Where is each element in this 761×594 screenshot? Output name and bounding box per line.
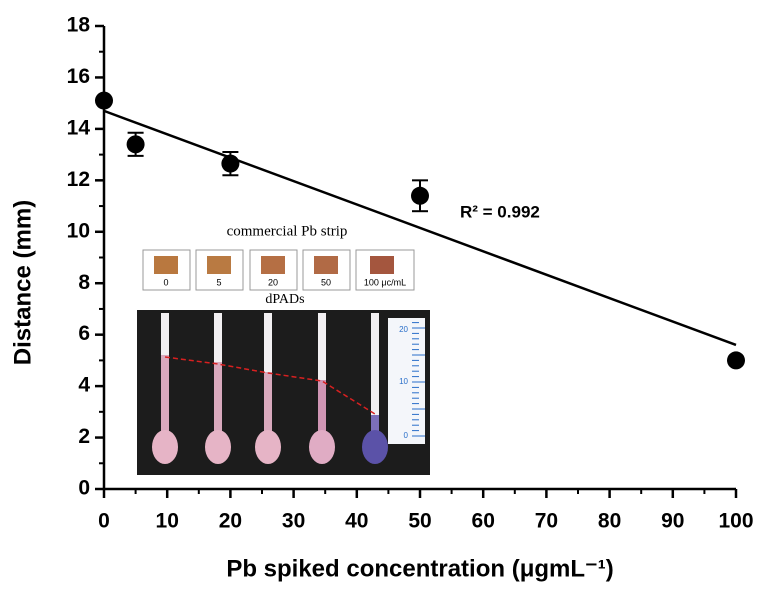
channel-color: [371, 415, 379, 435]
reservoir: [309, 430, 335, 464]
y-tick-label: 0: [78, 477, 90, 500]
strip-pad: [154, 256, 178, 274]
x-tick-label: 40: [345, 510, 368, 533]
channel: [318, 313, 326, 435]
inset-commercial: [142, 249, 415, 291]
inset-subtitle: dPADs: [265, 292, 304, 307]
channel-color: [161, 355, 169, 435]
data-point: [221, 154, 240, 173]
y-tick-label: 18: [67, 14, 91, 37]
x-tick-label: 80: [598, 510, 621, 533]
r-squared: R² = 0.992: [460, 202, 540, 221]
x-tick-label: 60: [472, 510, 495, 533]
channel-color: [214, 362, 222, 435]
y-tick-label: 10: [67, 219, 90, 242]
strip-label: 5: [216, 277, 221, 287]
reservoir: [255, 430, 281, 464]
data-point: [411, 186, 429, 205]
reservoir: [362, 430, 388, 464]
strip-pad: [370, 256, 394, 274]
channel: [371, 313, 379, 435]
inset-title: commercial Pb strip: [227, 223, 348, 239]
channel-color: [318, 380, 326, 435]
fit-line: [103, 109, 737, 347]
channel-color: [264, 372, 272, 435]
strip-label: 20: [268, 277, 278, 287]
inset-photo: [137, 310, 430, 475]
strip-pad: [314, 256, 338, 274]
x-tick-label: 100: [718, 510, 753, 533]
ruler-label: 0: [404, 431, 409, 440]
y-axis-label: Distance (mm): [9, 200, 36, 365]
x-tick-label: 0: [98, 510, 110, 533]
y-tick-label: 12: [67, 168, 90, 191]
ruler-label: 10: [399, 377, 408, 386]
x-tick-label: 90: [661, 510, 684, 533]
y-tick-label: 2: [78, 425, 90, 448]
strip-pad: [207, 256, 231, 274]
strip-pad: [261, 256, 285, 274]
strip-label: 100 μc/mL: [364, 277, 406, 287]
trend-dash: [164, 356, 376, 415]
strip-label: 50: [321, 277, 331, 287]
x-tick-label: 20: [219, 510, 242, 533]
ruler-label: 20: [399, 325, 408, 334]
x-tick-label: 70: [535, 510, 558, 533]
data-point: [727, 351, 745, 370]
x-tick-label: 10: [156, 510, 179, 533]
data-point: [126, 135, 145, 154]
y-tick-label: 6: [78, 322, 90, 345]
reservoir: [205, 430, 231, 464]
y-tick-label: 14: [67, 116, 91, 139]
data-point: [95, 91, 113, 110]
x-tick-label: 30: [282, 510, 305, 533]
y-tick-label: 16: [67, 65, 90, 88]
y-tick-label: 4: [78, 374, 90, 397]
y-tick-label: 8: [78, 271, 90, 294]
reservoir: [152, 430, 178, 464]
strip-label: 0: [163, 277, 168, 287]
x-axis-label: Pb spiked concentration (μgmL⁻¹): [226, 555, 613, 582]
x-tick-label: 50: [408, 510, 431, 533]
